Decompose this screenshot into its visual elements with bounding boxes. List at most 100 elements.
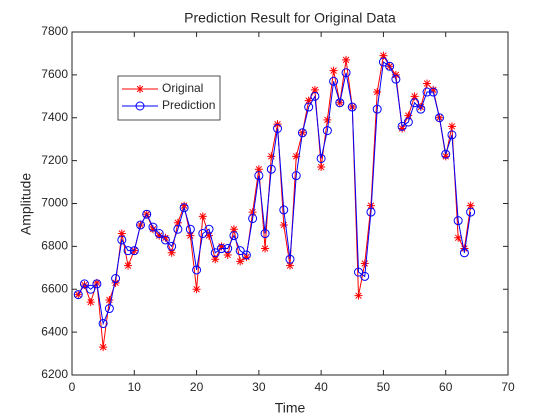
data-point <box>428 87 438 97</box>
data-point <box>454 233 463 242</box>
data-point <box>186 231 195 240</box>
data-point <box>453 216 463 226</box>
data-point <box>99 343 108 352</box>
data-point <box>216 244 226 254</box>
data-point <box>267 152 276 161</box>
chart-title: Prediction Result for Original Data <box>184 10 396 26</box>
data-point <box>372 104 382 114</box>
data-point <box>98 319 108 329</box>
data-point <box>360 271 370 281</box>
data-point <box>123 246 133 256</box>
data-point <box>79 279 89 289</box>
data-point <box>378 57 388 67</box>
data-point <box>304 102 314 112</box>
y-axis-label: Amplitude <box>18 173 34 235</box>
data-point <box>291 171 301 181</box>
data-point <box>441 149 451 159</box>
data-point <box>148 222 158 232</box>
data-point <box>124 261 133 270</box>
data-point <box>379 51 388 60</box>
legend-box <box>117 75 221 121</box>
data-point <box>154 229 164 239</box>
legend-label: Prediction <box>162 98 215 112</box>
data-point <box>316 153 326 163</box>
data-point <box>129 246 139 256</box>
data-point <box>236 257 245 266</box>
data-point <box>422 87 432 97</box>
legend-marker <box>136 85 144 93</box>
data-point <box>286 261 294 270</box>
x-tick-label: 0 <box>69 380 76 394</box>
legend-label: Original <box>162 81 203 95</box>
data-point <box>86 284 96 294</box>
data-point <box>104 304 114 314</box>
data-point <box>173 224 183 234</box>
x-tick-label: 40 <box>314 380 328 394</box>
data-point <box>429 85 438 94</box>
data-point <box>329 66 338 75</box>
data-point <box>142 209 152 219</box>
data-point <box>447 130 457 140</box>
data-point <box>105 295 114 304</box>
data-point <box>335 98 345 108</box>
data-point <box>323 115 332 124</box>
data-point <box>229 231 239 241</box>
data-point <box>86 298 95 307</box>
data-point <box>466 201 475 210</box>
data-point <box>80 280 89 289</box>
data-point <box>292 152 301 161</box>
data-point <box>73 290 83 300</box>
data-point <box>223 244 233 254</box>
legend-marker <box>135 101 145 111</box>
data-point <box>254 165 263 174</box>
data-point <box>235 246 245 256</box>
data-point <box>266 164 276 174</box>
data-point <box>360 259 369 268</box>
y-tick-label: 7000 <box>41 196 68 210</box>
data-point <box>297 128 307 138</box>
y-tick-label: 7800 <box>41 24 68 38</box>
data-point <box>410 92 419 101</box>
data-point <box>416 103 425 112</box>
data-point <box>423 79 432 88</box>
data-point <box>217 242 226 251</box>
data-point <box>354 291 363 300</box>
data-point <box>111 274 121 284</box>
data-point <box>205 231 214 240</box>
y-tick-label: 6400 <box>41 324 68 338</box>
data-point <box>155 231 164 240</box>
data-point <box>167 248 176 257</box>
data-point <box>304 96 313 105</box>
y-tick-label: 7600 <box>41 67 68 81</box>
data-point <box>92 278 101 287</box>
x-tick-label: 70 <box>501 380 515 394</box>
data-point <box>404 111 413 120</box>
data-point <box>179 203 189 213</box>
data-point <box>310 85 319 94</box>
data-point <box>459 248 469 258</box>
data-point <box>466 207 476 217</box>
data-point <box>160 235 170 245</box>
data-point <box>260 229 270 239</box>
data-point <box>391 74 401 84</box>
data-point <box>211 255 220 264</box>
data-point <box>117 229 126 238</box>
data-point <box>347 102 357 112</box>
data-point <box>416 104 426 114</box>
data-point <box>354 267 364 277</box>
data-point <box>447 122 456 131</box>
data-point <box>210 248 220 258</box>
data-point <box>398 124 407 133</box>
data-point <box>373 88 382 97</box>
data-point <box>385 61 395 71</box>
data-point <box>248 214 258 224</box>
data-point <box>403 117 413 127</box>
y-tick-label: 6200 <box>41 367 68 381</box>
data-point <box>180 201 189 210</box>
x-axis-label: Time <box>275 400 306 416</box>
y-tick-label: 6600 <box>41 281 68 295</box>
y-tick-label: 6800 <box>41 239 68 253</box>
x-tick-label: 60 <box>439 380 453 394</box>
data-point <box>410 98 420 108</box>
x-tick-label: 30 <box>252 380 266 394</box>
